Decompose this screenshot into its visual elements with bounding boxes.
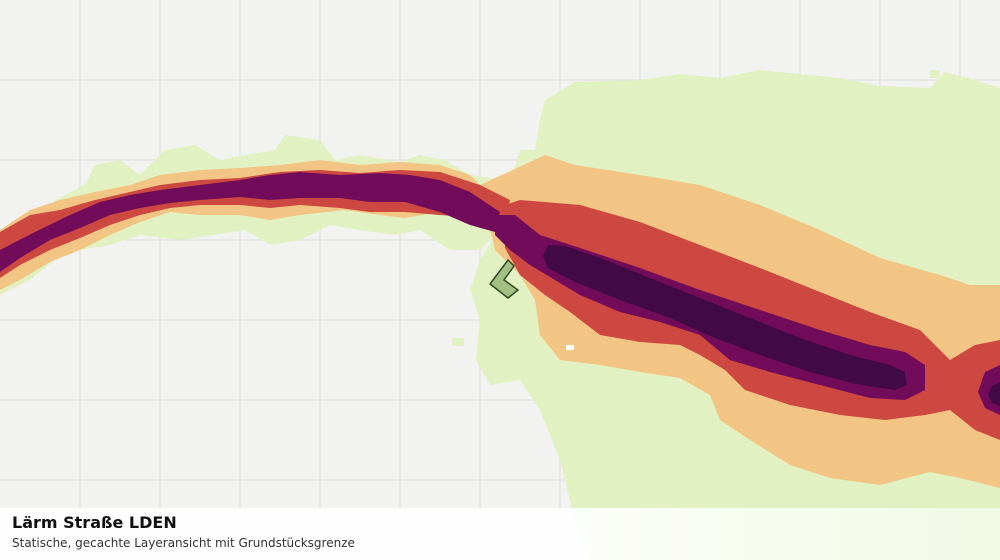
- noise-patch: [452, 338, 464, 346]
- caption-subtitle: Statische, gecachte Layeransicht mit Gru…: [12, 536, 355, 550]
- noise-band-highest-edge: [988, 382, 1000, 406]
- parcel-shape[interactable]: [488, 258, 520, 299]
- noise-patch: [566, 345, 574, 350]
- noise-layer: [0, 70, 1000, 560]
- parcel-boundary[interactable]: [488, 258, 520, 299]
- caption-title: Lärm Straße LDEN: [12, 513, 177, 532]
- noise-band-highest: [543, 245, 907, 390]
- noise-band-high-west: [0, 172, 500, 272]
- map-caption: Lärm Straße LDEN Statische, gecachte Lay…: [0, 508, 1000, 560]
- noise-patch: [930, 70, 940, 78]
